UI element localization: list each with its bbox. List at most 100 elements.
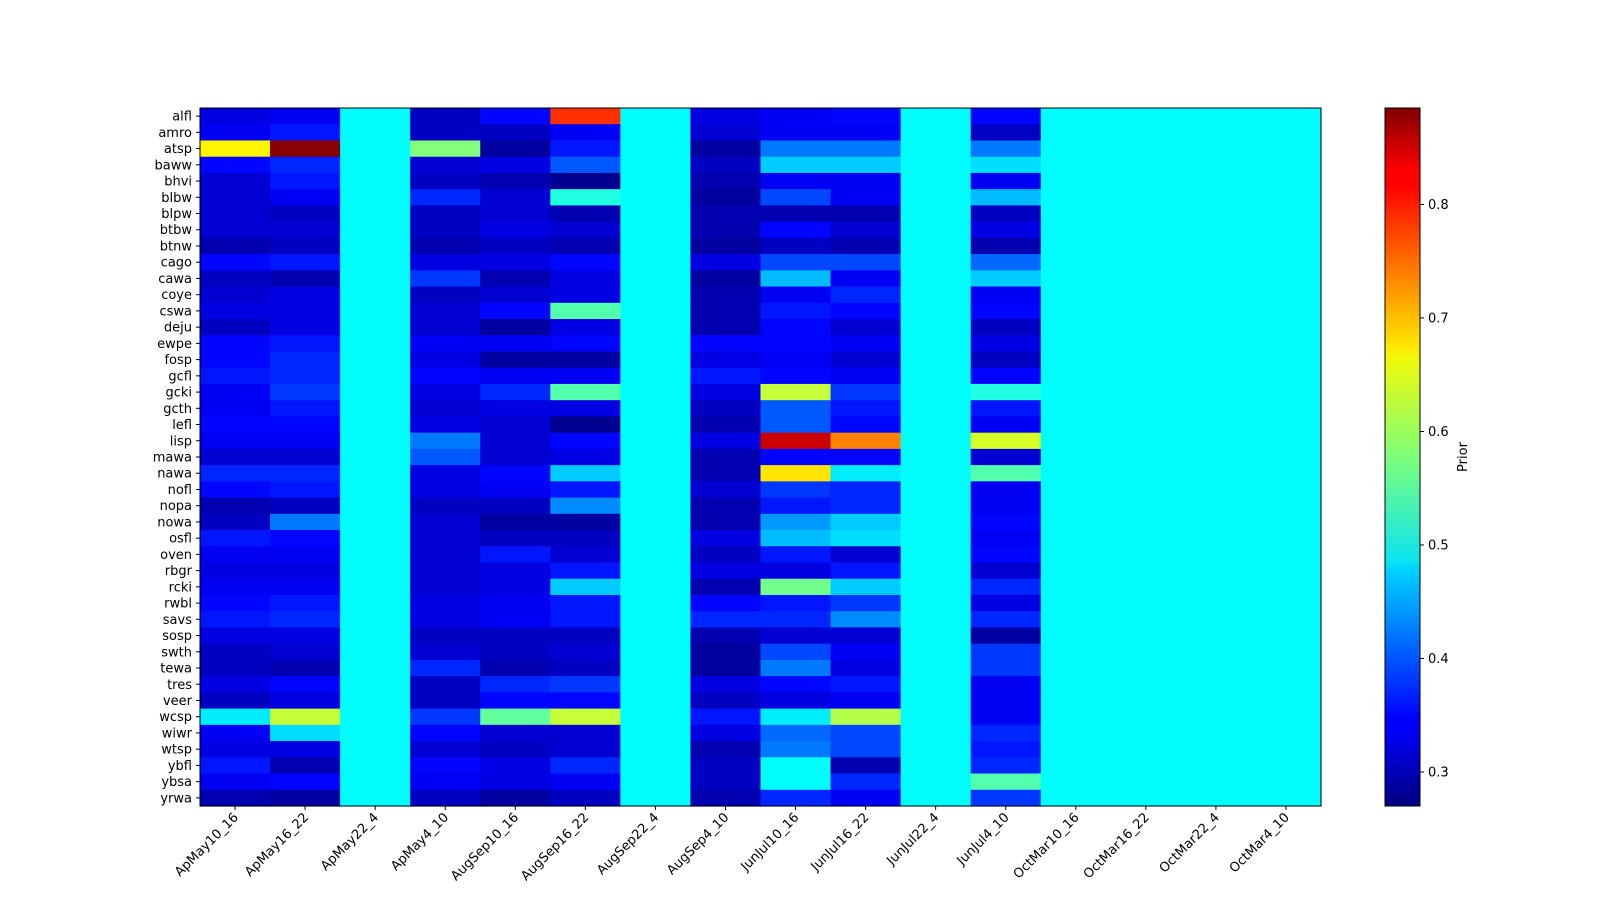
heatmap-cell-swth-ApMay16_22 — [270, 643, 341, 661]
heatmap-cell-tres-AugSep22_4 — [620, 676, 692, 693]
heatmap-cell-nopa-OctMar16_22 — [1110, 497, 1182, 515]
heatmap-cell-osfl-AugSep16_22 — [550, 530, 621, 547]
heatmap-cell-wiwr-JunJul16_22 — [830, 724, 902, 742]
heatmap-cell-nawa-JunJul16_22 — [830, 465, 902, 482]
heatmap-cell-baww-AugSep10_16 — [480, 156, 551, 174]
heatmap-cell-tewa-AugSep10_16 — [480, 659, 551, 677]
heatmap-cell-cawa-ApMay16_22 — [270, 270, 341, 288]
heatmap-cell-ybfl-ApMay4_10 — [410, 757, 481, 775]
heatmap-cell-coye-AugSep10_16 — [480, 286, 551, 304]
heatmap-cell-wcsp-AugSep10_16 — [480, 708, 551, 726]
heatmap-cell-amro-OctMar16_22 — [1110, 124, 1182, 142]
heatmap-cell-rbgr-AugSep10_16 — [480, 562, 551, 580]
heatmap-cell-lefl-OctMar16_22 — [1110, 416, 1182, 434]
y-tick-label-rbgr: rbgr — [165, 564, 193, 579]
heatmap-cell-nopa-AugSep10_16 — [480, 497, 551, 515]
heatmap-cell-osfl-AugSep4_10 — [690, 530, 762, 547]
heatmap-cell-mawa-ApMay16_22 — [270, 448, 341, 466]
y-tick-label-amro: amro — [158, 126, 192, 141]
heatmap-cell-bhvi-OctMar22_4 — [1180, 172, 1252, 190]
heatmap-cells — [200, 108, 1322, 807]
heatmap-cell-sosp-OctMar10_16 — [1040, 627, 1112, 645]
heatmap-cell-gcth-AugSep4_10 — [690, 400, 762, 418]
heatmap-cell-wtsp-OctMar10_16 — [1040, 741, 1112, 758]
heatmap-cell-cago-JunJul16_22 — [830, 254, 902, 271]
heatmap-cell-wiwr-JunJul10_16 — [760, 724, 832, 742]
heatmap-cell-btbw-AugSep16_22 — [550, 221, 621, 239]
heatmap-cell-tewa-JunJul10_16 — [760, 659, 832, 677]
heatmap-cell-ewpe-ApMay10_16 — [200, 335, 271, 353]
heatmap-cell-rwbl-OctMar10_16 — [1040, 594, 1112, 612]
heatmap-cell-swth-OctMar4_10 — [1250, 643, 1322, 661]
heatmap-cell-oven-JunJul16_22 — [830, 546, 902, 564]
heatmap-cell-alfl-JunJul4_10 — [970, 108, 1042, 125]
heatmap-cell-sosp-AugSep4_10 — [690, 627, 762, 645]
heatmap-cell-cago-AugSep22_4 — [620, 254, 692, 271]
heatmap-cell-wcsp-OctMar22_4 — [1180, 708, 1252, 726]
heatmap-cell-mawa-OctMar16_22 — [1110, 448, 1182, 466]
heatmap-cell-blbw-OctMar4_10 — [1250, 189, 1322, 206]
heatmap-cell-nopa-OctMar10_16 — [1040, 497, 1112, 515]
heatmap-cell-coye-ApMay22_4 — [340, 286, 411, 304]
heatmap-cell-veer-OctMar4_10 — [1250, 692, 1322, 710]
heatmap-cell-savs-JunJul16_22 — [830, 611, 902, 629]
heatmap-cell-blbw-ApMay10_16 — [200, 189, 271, 206]
heatmap-cell-ewpe-JunJul16_22 — [830, 335, 902, 353]
heatmap-cell-blpw-JunJul10_16 — [760, 205, 832, 223]
heatmap-cell-nowa-JunJul22_4 — [900, 513, 972, 531]
heatmap-cell-blbw-AugSep10_16 — [480, 189, 551, 206]
heatmap-cell-ybsa-AugSep22_4 — [620, 773, 692, 791]
heatmap-cell-blpw-ApMay4_10 — [410, 205, 481, 223]
heatmap-cell-atsp-AugSep4_10 — [690, 140, 762, 158]
heatmap-cell-gcki-AugSep22_4 — [620, 383, 692, 401]
heatmap-cell-ybsa-OctMar22_4 — [1180, 773, 1252, 791]
heatmap-cell-blbw-ApMay4_10 — [410, 189, 481, 206]
heatmap-cell-atsp-ApMay16_22 — [270, 140, 341, 158]
heatmap-cell-savs-OctMar16_22 — [1110, 611, 1182, 629]
heatmap-cell-baww-ApMay22_4 — [340, 156, 411, 174]
heatmap-cell-nofl-AugSep22_4 — [620, 481, 692, 499]
heatmap-cell-rwbl-JunJul4_10 — [970, 594, 1042, 612]
heatmap-cell-wiwr-ApMay16_22 — [270, 724, 341, 742]
heatmap-cell-cswa-OctMar10_16 — [1040, 302, 1112, 320]
heatmap-cell-lisp-AugSep22_4 — [620, 432, 692, 450]
y-tick-label-mawa: mawa — [153, 451, 192, 466]
heatmap-cell-mawa-OctMar4_10 — [1250, 448, 1322, 466]
heatmap-cell-ewpe-AugSep16_22 — [550, 335, 621, 353]
x-tick-label-AugSep16_22: AugSep16_22 — [518, 810, 592, 884]
heatmap-cell-osfl-JunJul22_4 — [900, 530, 972, 547]
heatmap-cell-lefl-AugSep10_16 — [480, 416, 551, 434]
heatmap-cell-tewa-OctMar22_4 — [1180, 659, 1252, 677]
heatmap-cell-gcth-ApMay16_22 — [270, 400, 341, 418]
heatmap-cell-wcsp-OctMar16_22 — [1110, 708, 1182, 726]
heatmap-cell-btbw-ApMay16_22 — [270, 221, 341, 239]
heatmap-cell-nawa-ApMay10_16 — [200, 465, 271, 482]
heatmap-cell-deju-ApMay10_16 — [200, 319, 271, 336]
heatmap-cell-veer-OctMar22_4 — [1180, 692, 1252, 710]
heatmap-cell-alfl-ApMay4_10 — [410, 108, 481, 125]
heatmap-cell-fosp-AugSep16_22 — [550, 351, 621, 369]
heatmap-cell-gcfl-JunJul10_16 — [760, 367, 832, 385]
heatmap-cell-nopa-OctMar22_4 — [1180, 497, 1252, 515]
heatmap-cell-veer-AugSep10_16 — [480, 692, 551, 710]
heatmap-cell-fosp-ApMay4_10 — [410, 351, 481, 369]
heatmap-cell-tewa-ApMay16_22 — [270, 659, 341, 677]
heatmap-cell-amro-ApMay4_10 — [410, 124, 481, 142]
colorbar: 0.3 0.4 0.5 0.6 0.7 0.8 Prior — [1384, 107, 1471, 807]
heatmap-cell-wtsp-AugSep10_16 — [480, 741, 551, 758]
heatmap-cell-btbw-ApMay4_10 — [410, 221, 481, 239]
heatmap-cell-wiwr-JunJul22_4 — [900, 724, 972, 742]
heatmap-cell-mawa-AugSep16_22 — [550, 448, 621, 466]
heatmap-cell-btnw-JunJul22_4 — [900, 237, 972, 255]
heatmap-cell-alfl-OctMar22_4 — [1180, 108, 1252, 125]
heatmap-cell-savs-OctMar22_4 — [1180, 611, 1252, 629]
y-tick-label-btbw: btbw — [160, 223, 193, 238]
heatmap-cell-osfl-ApMay22_4 — [340, 530, 411, 547]
heatmap-cell-cswa-ApMay16_22 — [270, 302, 341, 320]
heatmap-cell-btbw-OctMar4_10 — [1250, 221, 1322, 239]
heatmap-cell-ewpe-JunJul4_10 — [970, 335, 1042, 353]
heatmap-cell-nofl-OctMar16_22 — [1110, 481, 1182, 499]
heatmap-cell-ybsa-OctMar10_16 — [1040, 773, 1112, 791]
heatmap-cell-fosp-AugSep10_16 — [480, 351, 551, 369]
